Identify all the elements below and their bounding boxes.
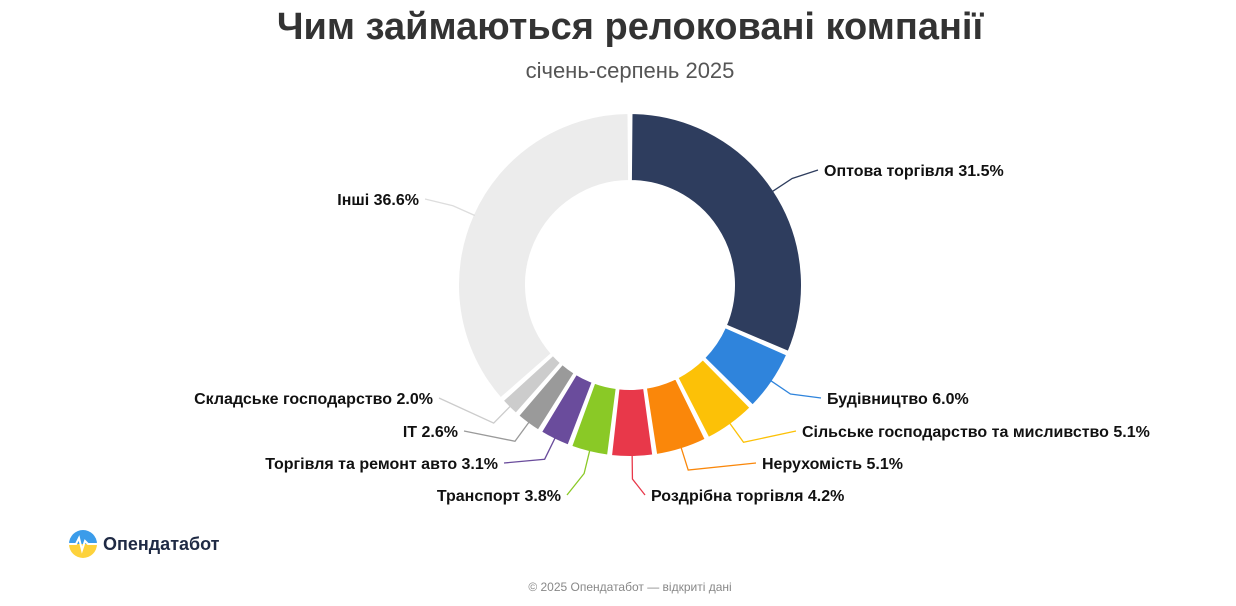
slice-label-3: Сільське господарство та мисливство 5.1% (802, 424, 1150, 441)
leader-line-2 (770, 380, 822, 399)
footer-credit: © 2025 Опендатабот — відкриті дані (528, 580, 732, 594)
slice-2 (703, 326, 789, 407)
leader-line-9 (438, 397, 512, 424)
slice-label-6: Транспорт 3.8% (437, 488, 561, 505)
leader-line-6 (566, 450, 591, 496)
slice-label-7: Торгівля та ремонт авто 3.1% (265, 456, 498, 473)
slice-label-1: Оптова торгівля 31.5% (824, 163, 1004, 180)
slice-label-8: IT 2.6% (403, 424, 458, 441)
slice-9 (501, 353, 563, 415)
brand-logo: Опендатабот (68, 529, 220, 559)
slice-10 (457, 112, 631, 400)
leader-line-10 (424, 198, 476, 217)
leader-line-1 (771, 169, 819, 193)
slice-1 (629, 112, 803, 353)
slice-7 (539, 372, 594, 447)
slice-5 (610, 387, 655, 458)
brand-name: Опендатабот (103, 533, 220, 554)
slice-label-4: Нерухомість 5.1% (762, 456, 903, 473)
opendatabot-logo-icon (69, 530, 97, 558)
slice-3 (676, 358, 752, 440)
slice-label-2: Будівництво 6.0% (827, 391, 969, 408)
leader-line-5 (631, 454, 646, 496)
slice-label-9: Складське господарство 2.0% (194, 391, 433, 408)
chart-title: Чим займаються релоковані компанії (276, 6, 984, 48)
leader-line-7 (503, 437, 556, 464)
slice-label-10: Інші 36.6% (337, 192, 419, 209)
leader-line-8 (463, 421, 530, 442)
slice-label-5: Роздрібна торгівля 4.2% (651, 488, 844, 505)
leader-line-4 (680, 446, 757, 471)
leader-line-3 (728, 422, 797, 444)
slice-8 (517, 363, 576, 432)
slice-4 (644, 377, 707, 456)
slice-6 (570, 381, 618, 457)
chart-subtitle: січень-серпень 2025 (525, 58, 735, 83)
